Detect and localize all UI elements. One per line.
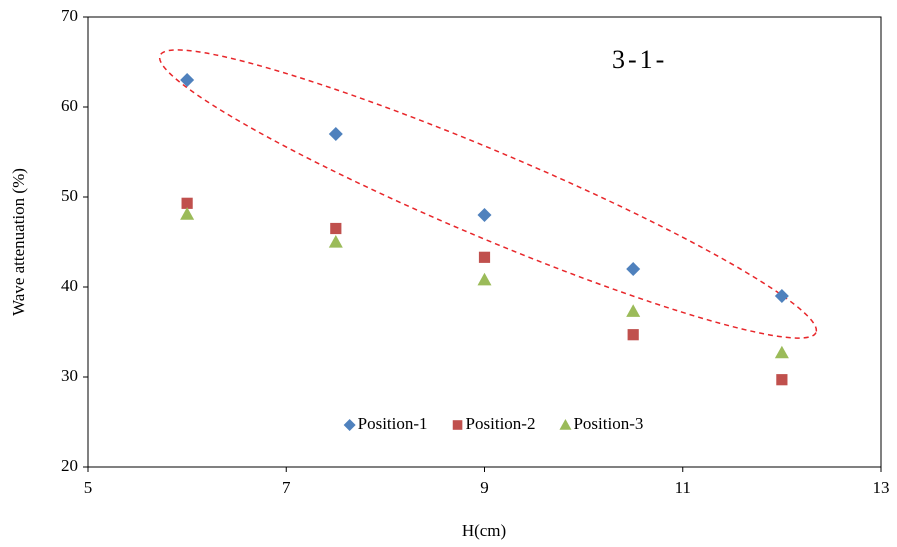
data-point	[774, 289, 789, 303]
data-point	[328, 127, 343, 141]
data-point	[774, 345, 789, 359]
data-point	[328, 235, 343, 248]
data-point	[626, 304, 641, 317]
data-point	[627, 329, 639, 341]
x-tick-label: 13	[873, 478, 890, 497]
x-tick-label: 5	[84, 478, 93, 497]
y-tick-label: 70	[61, 6, 78, 25]
highlight-ellipse	[158, 49, 818, 339]
plot-frame	[87, 16, 882, 468]
y-tick-label: 40	[61, 276, 78, 295]
data-point	[478, 251, 491, 263]
legend-marker	[452, 420, 463, 430]
legend-label: Position-2	[466, 414, 536, 433]
x-tick-label: 9	[480, 478, 489, 497]
data-point	[477, 208, 492, 222]
y-tick-label: 30	[61, 366, 78, 385]
x-tick-label: 7	[282, 478, 291, 497]
data-point	[180, 73, 195, 87]
data-point	[626, 262, 641, 276]
y-axis-title: Wave attenuation (%)	[9, 168, 28, 316]
y-tick-label: 50	[61, 186, 78, 205]
legend-label: Position-3	[573, 414, 643, 433]
data-point	[181, 197, 193, 209]
data-point	[776, 374, 788, 386]
y-tick-label: 60	[61, 96, 78, 115]
annotation: 3-1-	[612, 45, 667, 74]
data-point	[330, 222, 342, 235]
x-axis-title: H(cm)	[462, 521, 506, 540]
legend-label: Position-1	[358, 414, 428, 433]
x-tick-label: 11	[675, 478, 691, 497]
data-point	[477, 272, 492, 286]
y-tick-label: 20	[61, 456, 78, 475]
data-point	[180, 207, 195, 220]
legend-marker	[343, 419, 356, 431]
legend-marker	[559, 419, 572, 430]
